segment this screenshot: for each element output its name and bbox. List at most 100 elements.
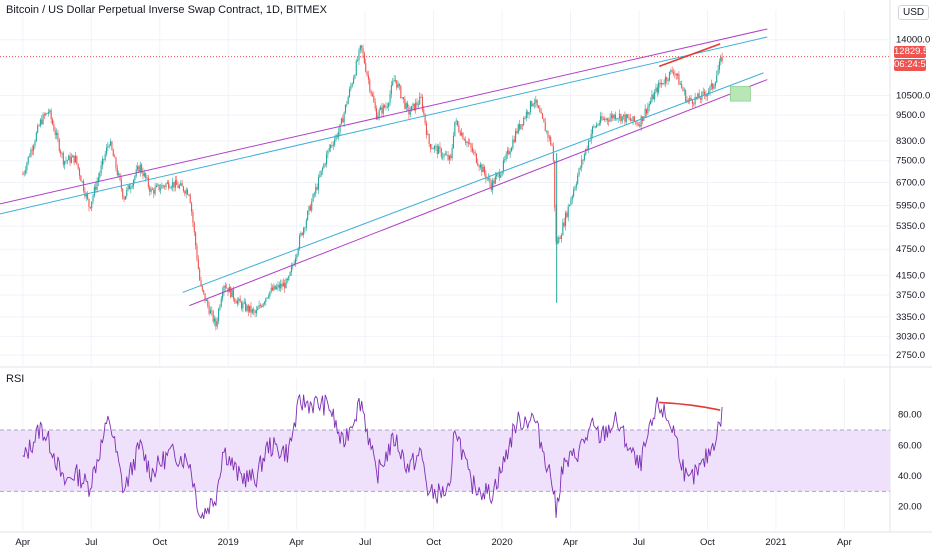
candle-body: [321, 168, 324, 171]
candle-body: [600, 116, 602, 124]
candle-body: [532, 103, 534, 107]
candle-body: [105, 147, 108, 155]
candle-body: [104, 154, 106, 160]
candle-body: [185, 189, 187, 194]
candle-body: [149, 186, 151, 192]
candle-body: [224, 285, 226, 288]
candle-body: [508, 150, 510, 155]
candle-body: [645, 108, 648, 114]
candle-body: [303, 228, 305, 235]
candle-body: [213, 318, 216, 322]
candle-body: [304, 227, 306, 229]
candle-body: [587, 141, 590, 150]
candle-body: [596, 124, 598, 128]
candle-body: [60, 150, 62, 154]
candle-body: [150, 188, 152, 192]
candle-body: [404, 98, 406, 109]
candle-body: [47, 111, 50, 114]
candle-body: [562, 222, 564, 236]
candle-body: [650, 101, 652, 104]
candle-body: [276, 286, 278, 290]
candle-body: [251, 309, 253, 313]
candle-body: [33, 145, 35, 151]
candle-body: [290, 266, 293, 272]
candle-body: [382, 105, 384, 114]
x-tick-label: 2020: [491, 537, 512, 548]
candle-body: [636, 122, 638, 125]
candle-body: [683, 90, 685, 92]
candle-body: [316, 187, 318, 190]
candle-body: [305, 220, 307, 228]
y-tick-label: 6700.0: [896, 178, 925, 189]
candle-body: [350, 85, 352, 89]
x-tick-label: Apr: [15, 537, 30, 548]
candle-body: [566, 212, 568, 218]
candle-body: [92, 195, 94, 202]
x-tick-label: Jul: [633, 537, 645, 548]
candle-body: [354, 75, 356, 79]
y-tick-label: 7500.0: [896, 156, 925, 167]
candle-body: [662, 82, 664, 84]
candle-body: [479, 164, 482, 168]
candle-body: [231, 289, 233, 298]
candle-body: [492, 180, 494, 191]
candle-body: [605, 118, 607, 120]
candle-body: [355, 60, 357, 76]
candle-body: [531, 101, 533, 107]
candle-body: [590, 133, 592, 141]
candle-body: [51, 119, 54, 125]
candle-body: [667, 80, 669, 82]
candle-body: [447, 154, 449, 160]
candle-body: [585, 148, 587, 155]
candle-body: [516, 131, 518, 134]
currency-selector[interactable]: USD: [898, 5, 930, 20]
candle-body: [178, 185, 180, 189]
candle-body: [506, 150, 509, 155]
candle-body: [578, 168, 580, 176]
candle-body: [467, 141, 469, 144]
candle-body: [154, 187, 156, 194]
candle-body: [39, 119, 41, 126]
candle-body: [239, 298, 241, 303]
candle-body: [419, 96, 421, 105]
candle-body: [81, 181, 83, 182]
y-tick-label: 3750.0: [896, 290, 925, 301]
candle-body: [660, 82, 662, 85]
last-price-tag: 12829.5: [894, 46, 929, 58]
candle-body: [581, 159, 583, 168]
candle-body: [466, 141, 468, 143]
candle-body: [708, 91, 710, 94]
candle-body: [539, 108, 541, 113]
candle-body: [97, 177, 99, 182]
price-divergence-line: [658, 43, 721, 68]
candle-body: [309, 205, 311, 211]
candle-body: [258, 305, 260, 309]
candle-body: [120, 179, 122, 189]
candle-body: [478, 165, 480, 168]
candle-body: [174, 180, 176, 188]
candle-body: [550, 136, 552, 145]
candle-body: [24, 170, 27, 173]
candle-body: [586, 148, 588, 150]
candle-body: [678, 73, 680, 85]
candle-body: [412, 103, 414, 106]
candle-body: [714, 82, 716, 86]
candle-body: [328, 148, 330, 151]
candle-body: [392, 81, 394, 86]
candle-body: [242, 303, 244, 309]
candle-body: [46, 113, 48, 114]
candle-body: [166, 182, 168, 184]
candle-body: [339, 124, 341, 132]
rsi-line: [22, 394, 723, 520]
candle-body: [359, 45, 361, 51]
candle-body: [357, 60, 359, 62]
candle-body: [112, 149, 114, 157]
candle-body: [482, 166, 484, 173]
candle-body: [612, 114, 614, 119]
candle-body: [367, 75, 369, 80]
candle-body: [278, 284, 280, 289]
candle-body: [424, 113, 426, 124]
candle-body: [282, 282, 284, 287]
candle-body: [139, 164, 141, 172]
